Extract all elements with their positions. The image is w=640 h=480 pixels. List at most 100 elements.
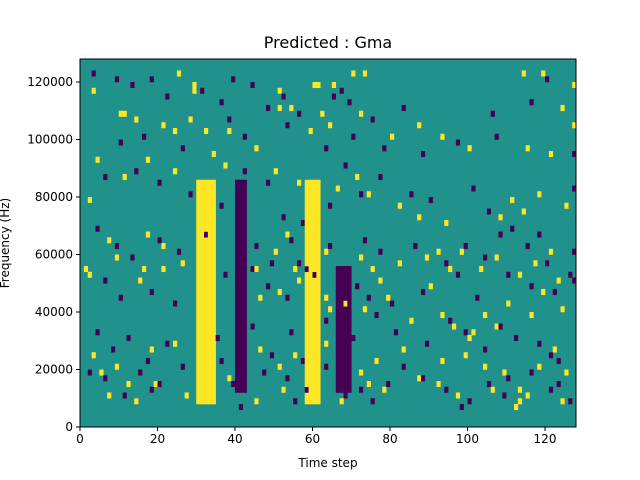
heatmap-cell-high (455, 392, 461, 399)
heatmap-cell-high (173, 168, 178, 175)
heatmap-cell-high (277, 105, 282, 112)
heatmap-cell-low (231, 381, 236, 388)
heatmap-cell-low (114, 76, 120, 83)
y-tick-label: 20000 (35, 363, 73, 377)
heatmap-cell-high (173, 128, 178, 135)
heatmap-cell-low (285, 294, 290, 301)
heatmap-cell-low (413, 243, 418, 250)
heatmap-cell-high (184, 392, 189, 399)
heatmap-cell-low (91, 70, 96, 77)
heatmap-cell-high (87, 197, 92, 204)
heatmap-cell-high (297, 179, 302, 186)
heatmap-cell-high (483, 312, 488, 319)
heatmap-cell-high (479, 266, 484, 273)
heatmap-cell-high (514, 404, 519, 411)
heatmap-cell-low (510, 225, 515, 232)
heatmap-cell-low (157, 179, 162, 186)
heatmap-cell-high (483, 363, 488, 370)
heatmap-cell-low (142, 133, 147, 140)
heatmap-cell-low (486, 208, 492, 215)
x-axis-ticks: 0 20 40 60 80 100 120 (76, 427, 556, 446)
heatmap-cell-high (277, 363, 282, 370)
heatmap-cell-high (161, 122, 166, 129)
heatmap-cell-high (537, 191, 542, 198)
heatmap-cell-low (386, 381, 391, 388)
heatmap-cell-high (459, 248, 464, 255)
heatmap-cell-high (529, 312, 534, 319)
heatmap-cell-high (126, 381, 131, 388)
x-axis-label: Time step (297, 456, 357, 470)
heatmap-cell-high (517, 271, 523, 278)
heatmap-cell-high (537, 363, 542, 370)
heatmap-cell-low (266, 179, 271, 186)
heatmap-cell-low (568, 398, 573, 405)
heatmap-cell-low (374, 312, 379, 319)
heatmap-cell-low (219, 99, 224, 106)
heatmap-cell-high (293, 352, 298, 359)
heatmap-cell-high (533, 260, 538, 267)
heatmap-cell-low (242, 168, 247, 175)
heatmap-cell-high (211, 179, 216, 405)
heatmap-cell-high (417, 214, 422, 221)
heatmap-cell-high (281, 386, 286, 393)
heatmap-cell-high (95, 156, 100, 163)
heatmap-cell-high (134, 398, 139, 405)
heatmap-cell-low (250, 82, 255, 89)
heatmap-cell-low (378, 174, 383, 181)
heatmap-cell-low (424, 340, 430, 347)
heatmap-cell-high (362, 306, 368, 313)
heatmap-cell-low (506, 271, 511, 278)
heatmap-cell-low (529, 99, 534, 106)
heatmap-cell-low (254, 243, 259, 250)
heatmap-cell-high (107, 237, 112, 244)
heatmap-cell-low (324, 145, 329, 152)
heatmap-cell-high (324, 248, 329, 255)
heatmap-cell-high (304, 179, 309, 267)
heatmap-cell-high (324, 340, 329, 347)
heatmap-cell-high (145, 231, 151, 238)
heatmap-cell-low (269, 352, 275, 359)
heatmap-cell-low (552, 289, 557, 296)
heatmap-cell-high (289, 105, 294, 112)
heatmap-cell-low (238, 179, 244, 393)
heatmap-cell-low (421, 289, 426, 296)
heatmap-cell-low (421, 375, 426, 382)
heatmap-cell-high (366, 381, 371, 388)
heatmap-cell-low (95, 329, 100, 336)
heatmap-cell-high (204, 179, 209, 232)
heatmap-cell-high (122, 110, 127, 117)
heatmap-cell-high (401, 346, 406, 353)
heatmap-cell-low (111, 346, 116, 353)
heatmap-cell-low (506, 375, 511, 382)
heatmap-cell-high (490, 386, 495, 393)
heatmap-cell-high (572, 122, 577, 129)
heatmap-cell-low (176, 248, 182, 255)
heatmap-cell-low (293, 398, 298, 405)
heatmap-cell-low (149, 289, 154, 296)
heatmap-cell-low (483, 254, 488, 261)
heatmap-cell-high (463, 352, 468, 359)
x-tick-label: 40 (227, 432, 242, 446)
heatmap-cell-high (409, 317, 414, 324)
heatmap-cell-low (471, 185, 476, 192)
heatmap-cell-low (572, 151, 577, 158)
heatmap-cell-high (541, 289, 546, 296)
heatmap-cell-low (180, 363, 185, 370)
heatmap-cell-low (421, 151, 426, 158)
heatmap-cell-high (498, 214, 503, 221)
x-tick-label: 100 (456, 432, 479, 446)
heatmap-cell-high (196, 179, 201, 405)
heatmap-cell-high (173, 340, 178, 347)
heatmap-cell-high (192, 82, 197, 94)
heatmap-cell-low (351, 133, 356, 140)
heatmap-cell-low (401, 105, 406, 112)
heatmap-cell-low (572, 185, 577, 192)
heatmap-cell-high (207, 179, 213, 405)
heatmap-cell-high (564, 369, 569, 376)
heatmap-cell-high (138, 277, 143, 284)
heatmap-cell-low (180, 145, 185, 152)
heatmap-cell-high (436, 381, 441, 388)
heatmap-cell-high (359, 369, 364, 376)
heatmap-cell-high (258, 346, 263, 353)
heatmap-cell-high (355, 174, 360, 181)
